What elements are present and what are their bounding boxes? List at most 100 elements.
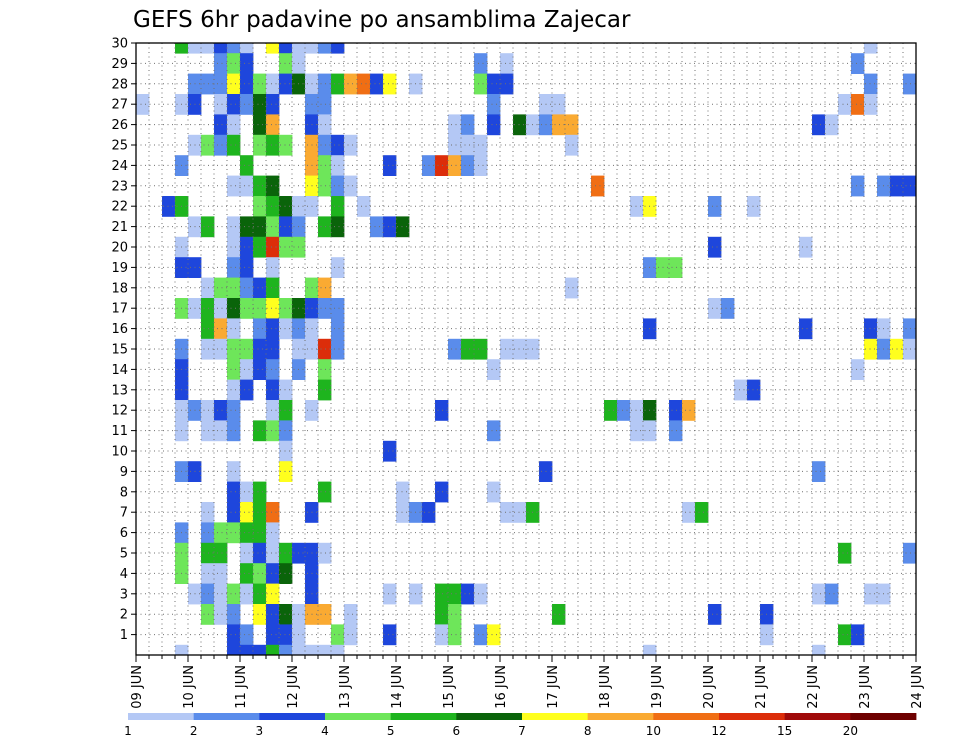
heatmap-cell [500, 502, 514, 523]
heatmap-cell [331, 318, 345, 340]
heatmap-cell [240, 338, 254, 360]
heatmap-cell [344, 624, 358, 646]
heatmap-cell [227, 216, 241, 238]
heatmap-cell [240, 624, 254, 646]
heatmap-cell [838, 542, 852, 564]
heatmap-cell [604, 400, 618, 421]
heatmap-cell [383, 583, 397, 605]
heatmap-cell [318, 94, 332, 115]
colorbar-label: 8 [584, 724, 592, 738]
x-tick-label: 11 JUN [234, 665, 249, 709]
heatmap-cell [214, 522, 228, 544]
heatmap-cell [903, 73, 917, 95]
heatmap-cell [318, 379, 332, 401]
heatmap-cell [448, 338, 462, 360]
heatmap-cell [279, 216, 293, 238]
heatmap-cell [227, 420, 241, 442]
heatmap-cell [513, 502, 527, 523]
heatmap-cell [474, 53, 488, 74]
heatmap-cell [864, 318, 878, 340]
heatmap-cell [266, 379, 280, 401]
heatmap-cell [266, 604, 280, 625]
y-tick-label: 1 [120, 628, 128, 643]
colorbar-swatch [587, 713, 654, 720]
heatmap-cell [851, 94, 865, 115]
heatmap-cell [331, 73, 345, 95]
heatmap-cell [318, 359, 332, 380]
heatmap-cell [331, 257, 345, 278]
heatmap-cell [461, 338, 475, 360]
heatmap-cell [318, 134, 332, 156]
heatmap-cell [253, 644, 267, 656]
heatmap-cell [227, 644, 241, 656]
heatmap-cell [474, 624, 488, 646]
y-tick-label: 12 [111, 404, 128, 419]
heatmap-cell [266, 542, 280, 564]
heatmap-cell [201, 318, 215, 340]
heatmap-cell [331, 196, 345, 217]
heatmap-cell [227, 461, 241, 482]
heatmap-cell [240, 298, 254, 319]
heatmap-cell [292, 43, 306, 54]
heatmap-cell [279, 624, 293, 646]
heatmap-cell [240, 644, 254, 656]
heatmap-cell [279, 604, 293, 625]
heatmap-cell [214, 94, 228, 115]
x-tick-label: 17 JUN [546, 665, 561, 709]
colorbar: 1 2 3 4 5 6 7 8 10 12 15 20 [124, 713, 917, 738]
y-tick-label: 20 [111, 241, 128, 256]
heatmap-cell [721, 298, 735, 319]
heatmap-cell [214, 420, 228, 442]
y-tick-label: 8 [120, 485, 128, 500]
heatmap-cell [227, 94, 241, 115]
x-tick-label: 15 JUN [442, 665, 457, 709]
heatmap-cell [279, 461, 293, 482]
heatmap-cell [552, 94, 566, 115]
heatmap-cell [240, 583, 254, 605]
heatmap-cell [266, 644, 280, 656]
heatmap-cell [435, 481, 449, 503]
heatmap-cell [279, 298, 293, 319]
heatmap-cell [253, 604, 267, 625]
y-tick-label: 4 [120, 567, 128, 582]
heatmap-cell [357, 196, 371, 217]
heatmap-cell [266, 134, 280, 156]
heatmap-cell [851, 359, 865, 380]
heatmap-cell [500, 73, 514, 95]
heatmap-cell [201, 73, 215, 95]
heatmap-cell [227, 298, 241, 319]
heatmap-cell [227, 43, 241, 54]
heatmap-cell [383, 440, 397, 462]
heatmap-cell [812, 583, 826, 605]
heatmap-cell [370, 216, 384, 238]
heatmap-cell [227, 359, 241, 380]
heatmap-cell [240, 94, 254, 115]
heatmap-cell [630, 196, 644, 217]
heatmap-cell [318, 644, 332, 656]
heatmap-cell [435, 604, 449, 625]
heatmap-cell [812, 461, 826, 482]
heatmap-cell [227, 624, 241, 646]
heatmap-cell [266, 43, 280, 54]
y-tick-label: 25 [111, 139, 128, 154]
heatmap-cell [448, 155, 462, 176]
heatmap-cell [240, 155, 254, 176]
heatmap-cell [513, 338, 527, 360]
heatmap-cell [331, 155, 345, 176]
heatmap-cell [240, 542, 254, 564]
heatmap-cell [227, 114, 241, 136]
heatmap-cell [487, 420, 501, 442]
heatmap-cell [448, 114, 462, 136]
heatmap-cell [214, 298, 228, 319]
heatmap-cell [903, 338, 917, 360]
heatmap-cell [253, 175, 267, 197]
heatmap-cell [305, 43, 319, 54]
heatmap-cell [682, 400, 696, 421]
y-tick-label: 22 [111, 200, 128, 215]
heatmap-cell [318, 604, 332, 625]
colorbar-label: 7 [518, 724, 526, 738]
heatmap-cell [201, 583, 215, 605]
heatmap-cell [474, 338, 488, 360]
heatmap-cell [487, 73, 501, 95]
heatmap-cell [240, 563, 254, 584]
